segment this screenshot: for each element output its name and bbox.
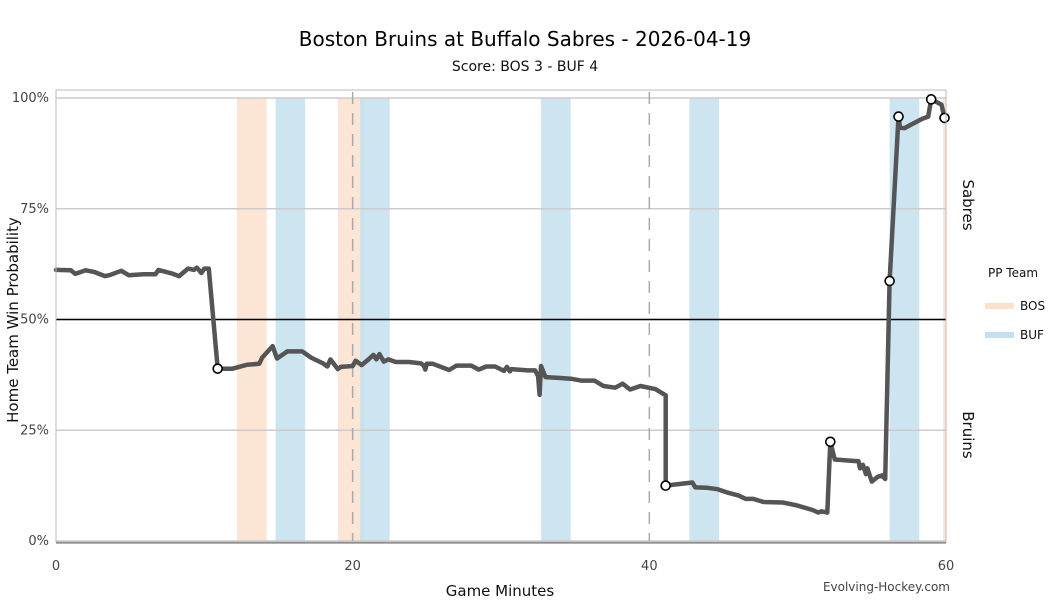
y-axis-label: Home Team Win Probability	[4, 217, 22, 423]
x-tick-label: 20	[344, 559, 361, 574]
x-tick-label: 60	[938, 559, 955, 574]
plot-frame	[55, 89, 947, 543]
win-probability-series	[53, 97, 947, 515]
goal-marker	[884, 275, 895, 287]
win-probability-line	[53, 97, 947, 515]
source-credit: Evolving-Hockey.com	[823, 580, 950, 594]
goal-marker	[893, 111, 904, 122]
goal-markers	[212, 94, 950, 491]
y-tick-label: 0%	[28, 534, 49, 549]
chart-title: Boston Bruins at Buffalo Sabres - 2026-0…	[299, 27, 751, 51]
goal-marker	[212, 363, 223, 374]
chart-subtitle: Score: BOS 3 - BUF 4	[452, 59, 598, 75]
y-tick-label: 50%	[20, 313, 49, 328]
legend-label-bos: BOS	[1020, 299, 1045, 313]
x-axis-label: Game Minutes	[446, 582, 555, 600]
legend: PP Team BOS BUF	[985, 266, 1045, 342]
side-label-home: Sabres	[959, 179, 977, 230]
y-tick-label: 25%	[20, 423, 49, 438]
y-tick-label: 100%	[12, 91, 49, 106]
x-tick-label: 40	[641, 559, 658, 574]
x-tick-label: 0	[52, 559, 60, 574]
y-tick-label: 75%	[20, 202, 49, 217]
side-label-away: Bruins	[959, 411, 977, 459]
legend-label-buf: BUF	[1020, 328, 1044, 342]
goal-marker	[925, 94, 937, 105]
goal-marker	[824, 436, 836, 448]
goal-marker	[939, 112, 950, 124]
gridlines	[56, 92, 946, 544]
goal-marker	[660, 480, 671, 491]
legend-title: PP Team	[988, 266, 1038, 280]
axis-ticks: 0% 25% 50% 75% 100% 0 20 40 60	[12, 91, 954, 574]
